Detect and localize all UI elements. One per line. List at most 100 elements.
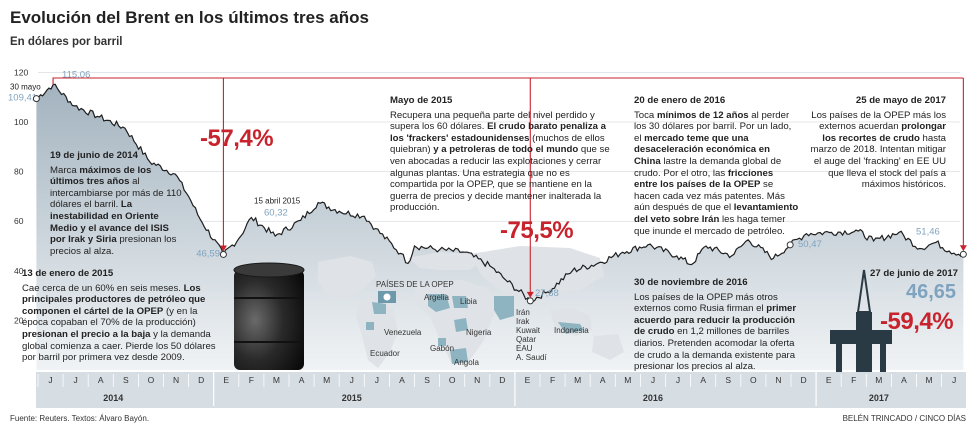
x-tick-label: O xyxy=(148,375,155,385)
data-label: 50,47 xyxy=(798,239,822,250)
x-tick-label: M xyxy=(273,375,280,385)
annotation-heading: 25 de mayo de 2017 xyxy=(855,95,946,106)
x-axis-band-bg xyxy=(36,372,966,408)
year-label: 2017 xyxy=(869,393,889,403)
data-point-marker xyxy=(526,297,534,305)
x-tick-label: S xyxy=(123,375,129,385)
x-tick-label: D xyxy=(198,375,204,385)
annotation-heading: 19 de junio de 2014 xyxy=(50,150,138,161)
x-tick-label: N xyxy=(775,375,781,385)
x-tick-label: J xyxy=(350,375,354,385)
annotation-november-2016: 30 de noviembre de 2016 Los países de la … xyxy=(634,277,804,373)
x-tick-label: M xyxy=(323,375,330,385)
annotation-text: Recupera una pequeña parte del nivel per… xyxy=(390,109,595,133)
annotation-text: Los países de la OPEP más otros externos… xyxy=(634,291,778,315)
x-tick-label: N xyxy=(474,375,480,385)
x-tick-label: O xyxy=(750,375,757,385)
annotation-text: (muchos de ellos quiebran) xyxy=(390,132,605,156)
data-label: 15 abril 2015 xyxy=(254,196,301,205)
annotation-text: se hacen cada vez más patentes. Más aún … xyxy=(634,179,785,214)
x-tick-label: E xyxy=(525,375,531,385)
oil-barrel-illustration xyxy=(233,262,305,370)
x-tick-label: J xyxy=(952,375,956,385)
annotation-january-2015: 13 de enero de 2015 Cae cerca de un 60% e… xyxy=(22,268,222,364)
annotation-bold-text: prolongar los recortes de crudo xyxy=(822,121,946,144)
y-tick-label: 20 xyxy=(14,315,24,325)
map-opec-country xyxy=(454,318,468,332)
change-arrows xyxy=(52,77,967,298)
annotation-text: lastre la demanda global de crudo. Por e… xyxy=(634,155,782,179)
x-tick-label: J xyxy=(676,375,680,385)
map-opec-country xyxy=(438,338,446,346)
x-tick-label: M xyxy=(926,375,933,385)
annotation-heading: Mayo de 2015 xyxy=(390,95,453,106)
annotation-heading: 20 de enero de 2016 xyxy=(634,95,726,106)
annotation-may-2017: 25 de mayo de 2017 Los países de la OPEP … xyxy=(810,95,946,191)
x-tick-label: M xyxy=(624,375,631,385)
y-tick-label: 60 xyxy=(14,216,24,226)
map-landmass xyxy=(356,298,398,368)
y-tick-label: 100 xyxy=(14,117,28,127)
x-tick-label: E xyxy=(826,375,832,385)
map-label-nigeria: Nigeria xyxy=(466,328,492,337)
map-label-indonesia: Indonesia xyxy=(554,326,589,335)
annotation-text: al intercambiarse por más de 110 dólares… xyxy=(50,176,182,211)
data-label: 51,46 xyxy=(916,226,940,237)
y-tick-label: 40 xyxy=(14,266,24,276)
annotation-bold-text: mínimos de 12 años xyxy=(656,109,749,121)
data-label: 109,41 xyxy=(8,93,37,104)
map-opec-country xyxy=(452,296,468,308)
data-point-marker xyxy=(959,250,967,258)
year-label: 2016 xyxy=(643,393,663,403)
rig-leg xyxy=(836,344,842,374)
y-axis-tick-labels: 20 40 60 80 100 120 xyxy=(14,67,28,325)
x-tick-label: J xyxy=(74,375,78,385)
map-opec-country xyxy=(450,348,468,364)
annotation-text: al perder los 30 dólares por barril. Por… xyxy=(634,109,792,144)
map-label-argelia: Argelia xyxy=(424,293,449,302)
annotation-bold-text: máximos de los últimos tres años xyxy=(50,164,152,188)
source-note: Fuente: Reuters. Textos: Álvaro Bayón. xyxy=(10,414,150,423)
arrow-2016-head xyxy=(526,291,534,298)
x-tick-label: F xyxy=(249,375,254,385)
annotation-bold-text: levantamiento del veto sobre Irán xyxy=(634,202,799,225)
annotation-bold-text: El crudo barato penaliza a los 'frackers… xyxy=(390,121,606,144)
x-axis-band: J J A S O N D E F M A M J J A S O N D E F M A M J J A S O N D E F M A M J 201… xyxy=(36,372,966,408)
annotation-january-2016: 20 de enero de 2016 Toca mínimos de 12 añ… xyxy=(634,95,799,237)
map-label-angola: Angola xyxy=(454,358,479,367)
annotation-bold-text: primer acuerdo para reducir la producció… xyxy=(634,303,797,338)
y-tick-label: 80 xyxy=(14,167,24,177)
x-tick-label: O xyxy=(449,375,456,385)
annotation-may-2015: Mayo de 2015 Recupera una pequeña parte d… xyxy=(390,95,614,214)
x-tick-label: M xyxy=(574,375,581,385)
x-tick-label: A xyxy=(98,375,104,385)
rig-derrick xyxy=(856,269,872,313)
map-opec-country xyxy=(428,294,450,312)
annotation-text: (y en la época copaban el 70% de la prod… xyxy=(22,305,198,329)
data-label: 46,59 xyxy=(196,248,220,259)
map-landmass xyxy=(470,246,604,300)
credit-note: BELÉN TRINCADO / CINCO DÍAS xyxy=(842,414,966,423)
barrel-body xyxy=(234,270,304,370)
change-label-2017: -59,4% xyxy=(880,308,954,335)
annotation-text: hasta marzo de 2018. Intentan mitigar el… xyxy=(810,132,946,191)
data-label: 27,88 xyxy=(535,288,559,299)
annotation-bold-text: presionan el precio a la baja xyxy=(22,328,151,340)
annotation-bold-text: fricciones entre los países de la OPEP xyxy=(634,167,774,191)
annotation-text: Cae cerca de un 60% en seis meses. xyxy=(22,282,184,294)
annotation-text: Marca xyxy=(50,164,80,176)
y-tick-label: 120 xyxy=(14,67,28,77)
x-tick-label: A xyxy=(700,375,706,385)
map-opec-country xyxy=(558,322,584,334)
oil-rig-illustration xyxy=(830,269,892,374)
x-tick-label: A xyxy=(399,375,405,385)
map-label-gabon: Gabón xyxy=(430,344,455,353)
rig-deck xyxy=(830,330,892,344)
map-opec-country xyxy=(372,302,386,314)
annotation-heading: 13 de enero de 2015 xyxy=(22,268,114,279)
data-label: 115,06 xyxy=(62,70,90,81)
map-landmass xyxy=(318,256,376,300)
x-tick-label: A xyxy=(600,375,606,385)
change-label-2016: -75,5% xyxy=(500,217,574,244)
